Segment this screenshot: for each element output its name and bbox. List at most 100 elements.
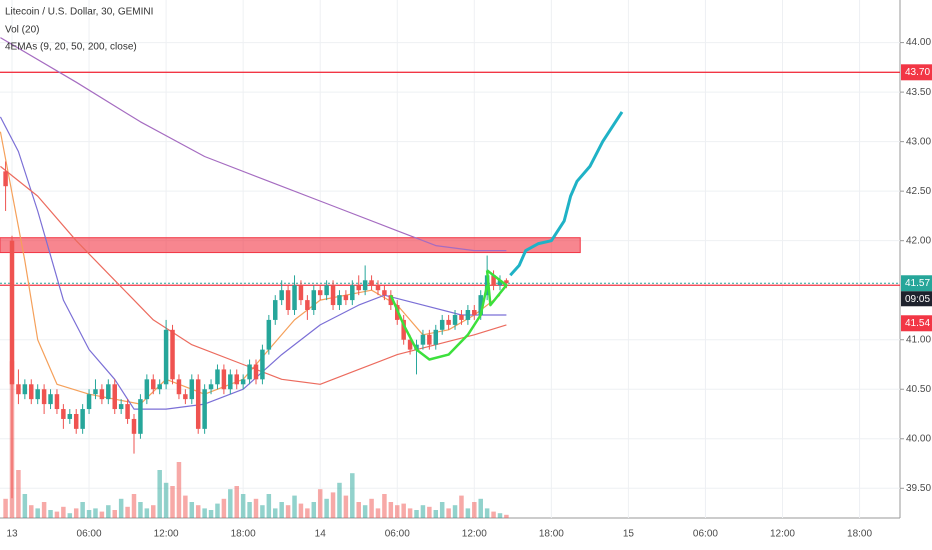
candle-body bbox=[420, 334, 426, 345]
candle-body bbox=[459, 314, 464, 320]
candle-body bbox=[54, 394, 60, 410]
volume-bar bbox=[221, 498, 227, 518]
candle-body bbox=[279, 290, 284, 301]
volume-bar bbox=[433, 510, 439, 518]
volume-bar bbox=[414, 510, 419, 518]
volume-bar bbox=[298, 503, 304, 518]
candle-body bbox=[311, 290, 317, 311]
x-tick-label: 18:00 bbox=[847, 529, 872, 540]
candle-body bbox=[472, 310, 477, 315]
volume-bar bbox=[22, 494, 28, 518]
volume-bar bbox=[292, 495, 297, 518]
price-label-box bbox=[901, 275, 932, 292]
candle-body bbox=[234, 374, 239, 385]
candle-body bbox=[292, 285, 297, 311]
y-tick-label: 44.00 bbox=[906, 37, 931, 48]
candle-body bbox=[375, 285, 381, 291]
volume-bar bbox=[48, 510, 53, 518]
volume-bar bbox=[465, 508, 471, 518]
x-tick-label: 12:00 bbox=[770, 529, 795, 540]
candle-body bbox=[337, 295, 342, 306]
volume-bar bbox=[125, 506, 130, 518]
volume-bar bbox=[427, 506, 432, 518]
volume-bar bbox=[324, 498, 329, 518]
y-tick-label: 43.50 bbox=[906, 87, 931, 98]
candle-body bbox=[439, 319, 445, 330]
y-tick-label: 42.50 bbox=[906, 186, 931, 197]
candle-body bbox=[208, 384, 214, 390]
candle-body bbox=[125, 404, 130, 419]
volume-bar bbox=[446, 508, 451, 518]
candle-body bbox=[170, 329, 175, 380]
volume-bar bbox=[266, 494, 272, 518]
price-label-box bbox=[901, 64, 932, 81]
candle-body bbox=[350, 285, 355, 301]
volume-bar bbox=[330, 492, 336, 518]
candle-body bbox=[369, 280, 374, 286]
candle-body bbox=[67, 414, 73, 419]
price-label: 43.70 bbox=[905, 67, 930, 78]
y-tick-label: 42.00 bbox=[906, 235, 931, 246]
candle-body bbox=[202, 389, 207, 429]
candle-body bbox=[215, 369, 220, 385]
y-tick-label: 41.00 bbox=[906, 334, 931, 345]
candle-body bbox=[317, 290, 323, 296]
candle-body bbox=[106, 384, 111, 400]
candle-body bbox=[285, 290, 291, 311]
candle-body bbox=[433, 329, 439, 345]
y-tick-label: 40.00 bbox=[906, 433, 931, 444]
drawing bbox=[485, 269, 508, 307]
candle-body bbox=[407, 339, 413, 350]
volume-bar bbox=[86, 510, 92, 518]
candle-body bbox=[183, 394, 188, 400]
candle-body bbox=[324, 285, 329, 296]
volume-bar bbox=[93, 508, 98, 518]
candle-body bbox=[93, 389, 98, 395]
candle-body bbox=[138, 399, 143, 434]
y-tick-label: 43.00 bbox=[906, 136, 931, 147]
volume-bar bbox=[343, 495, 349, 518]
candle-body bbox=[99, 389, 105, 400]
volume-bar bbox=[118, 498, 124, 518]
volume-bar bbox=[16, 470, 21, 518]
volume-bar bbox=[234, 486, 239, 518]
candle-body bbox=[221, 369, 227, 390]
volume-bar bbox=[375, 508, 381, 518]
volume-bar bbox=[208, 510, 214, 518]
candle-body bbox=[151, 379, 156, 390]
grid bbox=[0, 0, 900, 518]
y-tick-label: 40.50 bbox=[906, 384, 931, 395]
volume-bar bbox=[260, 505, 265, 518]
volume-bar bbox=[228, 489, 233, 518]
volume-bar bbox=[61, 506, 66, 518]
volume-bar bbox=[144, 508, 150, 518]
x-tick-label: 18:00 bbox=[539, 529, 564, 540]
candle-body bbox=[273, 300, 278, 320]
volume-bar bbox=[459, 495, 464, 518]
candle-body bbox=[16, 384, 21, 395]
resistance-zone bbox=[0, 237, 581, 254]
candle-body bbox=[73, 414, 79, 429]
volume-bar bbox=[54, 511, 60, 518]
candle-body bbox=[29, 384, 34, 400]
volume-bar bbox=[138, 502, 143, 518]
drawing bbox=[389, 284, 489, 361]
volume-bar bbox=[273, 508, 278, 518]
volume-bar bbox=[362, 505, 368, 518]
volume-bar bbox=[29, 505, 34, 518]
candle-body bbox=[22, 384, 28, 395]
candle-body bbox=[86, 394, 92, 410]
volume-bar bbox=[195, 505, 201, 518]
volume-bar bbox=[350, 473, 355, 518]
candle-body bbox=[343, 295, 349, 301]
candle-body bbox=[240, 379, 246, 385]
volume-bar bbox=[311, 502, 317, 518]
candle-body bbox=[382, 290, 387, 296]
candle-body bbox=[61, 409, 66, 419]
candle-body bbox=[298, 285, 304, 301]
candle-body bbox=[176, 379, 182, 395]
volume-bar bbox=[215, 503, 220, 518]
candle-body bbox=[388, 295, 394, 306]
candle-body bbox=[247, 364, 252, 380]
